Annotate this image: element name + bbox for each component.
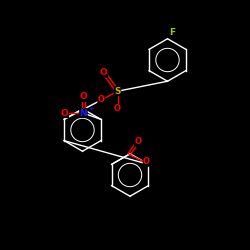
Text: O: O bbox=[114, 104, 121, 113]
Text: O: O bbox=[100, 68, 108, 77]
Text: S: S bbox=[114, 87, 121, 96]
Text: -: - bbox=[60, 112, 63, 117]
Text: O: O bbox=[80, 92, 87, 102]
Text: O: O bbox=[143, 158, 150, 166]
Text: O: O bbox=[98, 96, 105, 104]
Text: +: + bbox=[88, 106, 93, 111]
Text: F: F bbox=[170, 28, 175, 37]
Text: O: O bbox=[134, 138, 141, 146]
Text: O: O bbox=[61, 108, 68, 118]
Text: N: N bbox=[80, 108, 87, 118]
